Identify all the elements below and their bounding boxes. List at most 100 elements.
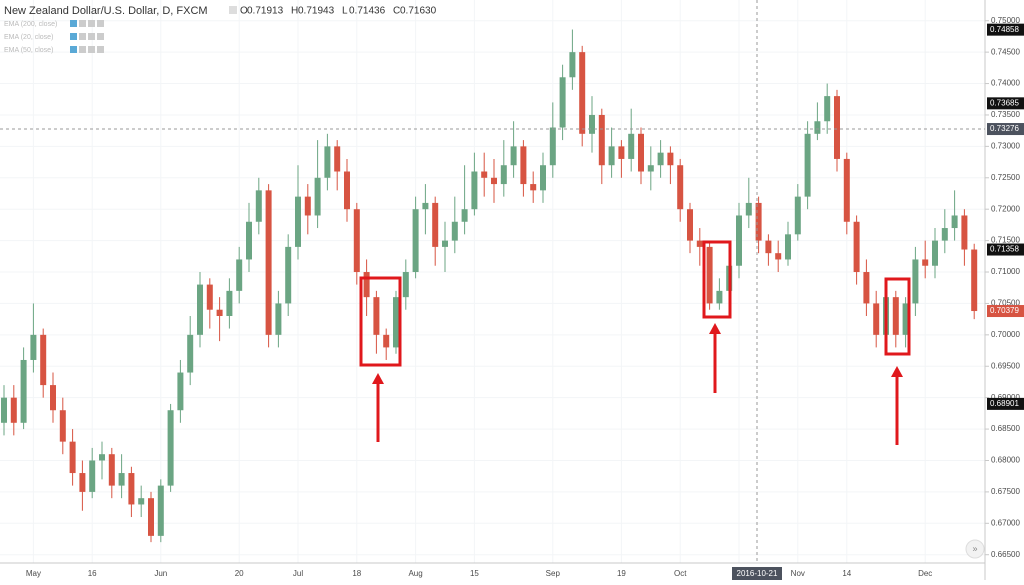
arrowhead	[709, 323, 721, 334]
candle-body	[471, 171, 478, 210]
candle-body	[853, 221, 860, 273]
indicator-button	[97, 20, 104, 27]
annotations	[359, 240, 911, 445]
indicator-label: EMA (50, close)	[4, 47, 53, 54]
last-price-bg	[987, 305, 1024, 318]
indicator-button	[70, 20, 77, 27]
y-tick-label: 0.73500	[991, 110, 1020, 119]
x-tick-label: Jul	[293, 569, 303, 578]
arrowheads	[372, 323, 903, 384]
crosshair-date-bg	[732, 567, 782, 580]
candle-body	[696, 240, 703, 247]
candle-body	[177, 372, 184, 411]
candle-body	[765, 240, 772, 254]
y-tick-label: 0.73000	[991, 141, 1020, 150]
candle-body	[363, 272, 370, 298]
indicator-button	[79, 46, 86, 53]
ohlc-value: 0.71436	[349, 6, 386, 17]
x-tick-label: 19	[617, 569, 626, 578]
candle-body	[461, 209, 468, 222]
arrowhead	[891, 366, 903, 377]
grid	[0, 0, 985, 563]
legend-icon	[229, 6, 237, 14]
candle-body	[59, 410, 66, 442]
ohlc-value: 0.71943	[298, 6, 335, 17]
x-tick-label: Aug	[408, 569, 422, 578]
y-tick-label: 0.74000	[991, 79, 1020, 88]
crosshair-price: 0.73276	[990, 124, 1019, 133]
candle-body	[530, 184, 537, 191]
candle-body	[706, 246, 713, 304]
indicator-button	[88, 46, 95, 53]
candle-body	[559, 77, 566, 128]
indicator-button	[97, 33, 104, 40]
y-tick-label: 0.75000	[991, 16, 1020, 25]
candle-body	[216, 309, 223, 316]
candle-body	[785, 234, 791, 260]
candle-body	[971, 249, 978, 312]
candle-body	[334, 146, 341, 172]
candle-body	[402, 272, 409, 298]
x-tick-label: 14	[842, 569, 851, 578]
crosshair-price-bg	[987, 123, 1024, 136]
highlight-box	[359, 276, 402, 367]
candle-body	[932, 240, 938, 266]
candle-body	[902, 303, 909, 335]
candle-body	[148, 498, 154, 536]
candle-body	[1, 397, 7, 423]
candle-body	[873, 303, 880, 335]
candle-body	[383, 334, 390, 348]
candle-body	[716, 290, 723, 304]
ohlc-key: C	[393, 6, 400, 17]
candle-body	[157, 485, 164, 536]
candle-body	[344, 171, 350, 210]
crosshair-date: 2016-10-21	[737, 569, 778, 578]
candle-body	[40, 334, 47, 386]
candle-body	[579, 52, 586, 134]
x-tick-label: Sep	[546, 569, 561, 578]
scroll-button[interactable]	[965, 539, 985, 559]
y-tick-label: 0.69500	[991, 361, 1020, 370]
candle-body	[491, 177, 497, 185]
y-tick-label: 0.70000	[991, 330, 1020, 339]
candle-body	[246, 221, 252, 260]
candle-body	[775, 253, 782, 260]
candle-body	[324, 146, 331, 178]
y-tick-label: 0.70500	[991, 299, 1020, 308]
candle-body	[745, 202, 752, 216]
y-tick-label: 0.72500	[991, 173, 1020, 182]
candle-body	[804, 133, 811, 197]
candle-body	[941, 228, 948, 241]
candle-body	[20, 359, 27, 423]
y-tick-label: 0.66500	[991, 550, 1020, 559]
candle-body	[393, 297, 399, 348]
last-price: 0.70379	[990, 306, 1019, 315]
price-marker: 0.71358	[990, 245, 1019, 254]
candle-body	[128, 473, 135, 505]
candle-body	[520, 146, 527, 185]
price-marker: 0.73685	[990, 98, 1019, 107]
y-tick-label: 0.74500	[991, 47, 1020, 56]
candle-body	[794, 196, 801, 235]
candle-body	[608, 146, 615, 166]
scroll-icon[interactable]: »	[972, 543, 977, 553]
indicator-label: EMA (200, close)	[4, 21, 57, 28]
indicator-label: EMA (20, close)	[4, 34, 53, 41]
x-tick-label: Jun	[154, 569, 167, 578]
ohlc-value: 0.71630	[400, 6, 437, 17]
candle-body	[677, 165, 684, 210]
candle-body	[540, 165, 546, 191]
candle-body	[638, 133, 644, 172]
candle-body	[657, 152, 664, 166]
y-tick-label: 0.67500	[991, 487, 1020, 496]
x-tick-label: Nov	[791, 569, 805, 578]
candle-body	[412, 209, 419, 273]
highlight-box	[884, 277, 911, 356]
price-marker-bg	[987, 397, 1024, 410]
candle-body	[667, 152, 674, 166]
candle-body	[69, 441, 76, 474]
